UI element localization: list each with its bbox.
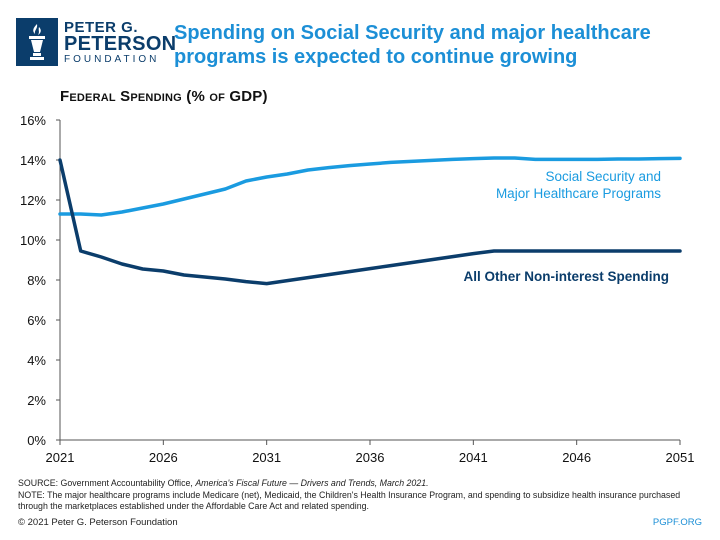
note-text: NOTE: The major healthcare programs incl… [18,489,681,512]
series-group [58,156,682,286]
logo-line3: FOUNDATION [64,54,160,65]
y-tick-label: 16% [20,113,46,128]
series-labels: Social Security and Major Healthcare Prog… [463,169,669,284]
x-tick-label: 2021 [46,450,75,465]
y-tick-label: 4% [27,353,46,368]
y-tick-label: 12% [20,193,46,208]
series-label-social-security: Social Security and [545,169,661,184]
chart-title: Federal Spending (% of GDP) [60,88,268,105]
y-tick-label: 14% [20,153,46,168]
source-prefix: SOURCE: Government Accountability Office… [18,478,196,488]
y-tick-label: 8% [27,273,46,288]
source-title: America's Fiscal Future — Drivers and Tr… [195,478,429,488]
source-note: SOURCE: Government Accountability Office… [18,478,708,490]
series-label-other-spending: All Other Non-interest Spending [463,269,669,284]
logo-line1: PETER G. [64,19,139,36]
x-tick-label: 2036 [356,450,385,465]
x-axis: 2021 2026 2031 2036 2041 2046 2051 [46,439,695,465]
copyright: © 2021 Peter G. Peterson Foundation [18,517,178,528]
headline: Spending on Social Security and major he… [174,22,651,68]
logo-line2: PETERSON [64,33,177,55]
x-tick-label: 2041 [459,450,488,465]
website-link[interactable]: PGPF.ORG [652,517,702,528]
x-tick-label: 2031 [252,450,281,465]
y-tick-label: 10% [20,233,46,248]
y-axis: 0% 2% 4% 6% 8% 10% 12% 14% 16% [20,113,61,448]
x-tick-label: 2046 [562,450,591,465]
series-label-social-security: Major Healthcare Programs [496,186,661,201]
x-tick-label: 2026 [149,450,178,465]
footer-notes: SOURCE: Government Accountability Office… [18,478,708,513]
y-tick-label: 6% [27,313,46,328]
y-tick-label: 2% [27,393,46,408]
torch-icon [16,18,58,66]
pgpf-logo: PETER G. PETERSON FOUNDATION [16,18,176,68]
y-tick-label: 0% [27,433,46,448]
x-tick-label: 2051 [666,450,695,465]
